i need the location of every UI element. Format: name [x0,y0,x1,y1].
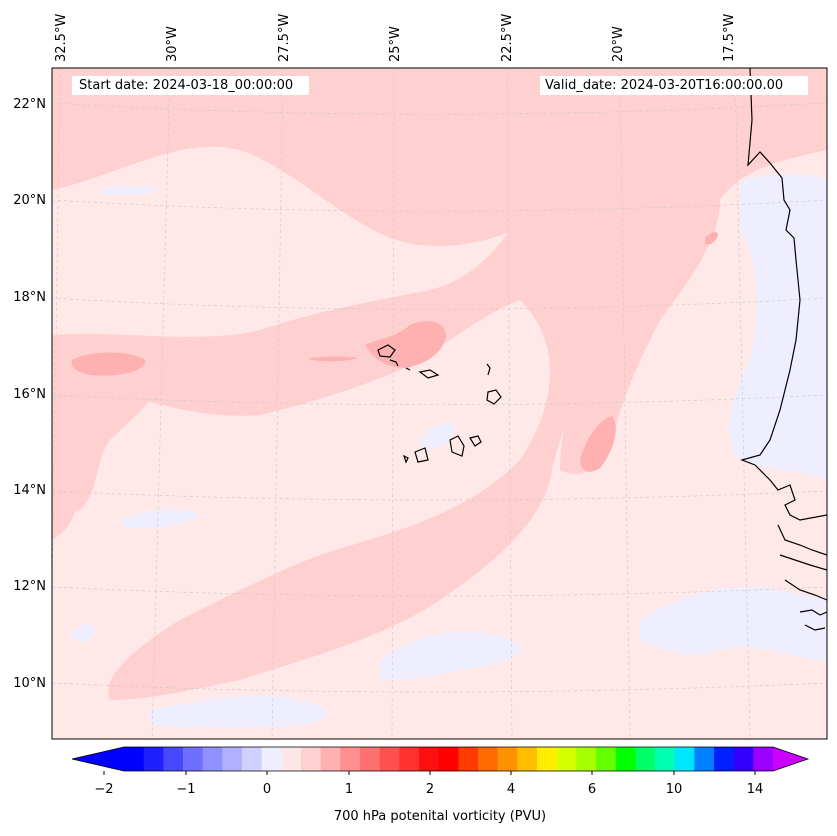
colorbar-tick: 0 [262,782,272,797]
colorbar-swatch [517,747,538,771]
colorbar-swatch [183,747,204,771]
pv-negative-patch-small [120,509,200,529]
colorbar-swatch [478,747,499,771]
lat-label-16n: 16°N [13,387,46,402]
colorbar-swatch [655,747,676,771]
colorbar-tick: 6 [587,782,597,797]
colorbar-swatch [556,747,577,771]
lon-label-25w: 25°W [388,26,403,62]
colorbar-tick: 4 [506,782,516,797]
lon-label-22-5w: 22.5°W [500,13,515,62]
lat-label-10n: 10°N [13,676,46,691]
lat-label-14n: 14°N [13,483,46,498]
pv-negative-patch-southwest [72,624,95,642]
colorbar-swatch [537,747,558,771]
colorbar-extend-max [773,747,808,771]
map-area [52,68,827,739]
lon-label-20w: 20°W [611,26,626,62]
colorbar-swatch [615,747,636,771]
lat-label-12n: 12°N [13,579,46,594]
colorbar-swatch [379,747,400,771]
colorbar [71,746,810,775]
colorbar-swatch [202,747,223,771]
pv-negative-patch-mid [380,631,521,680]
pv-negative-patch-southeast [640,586,827,660]
pv-negative-patch-north [100,186,160,195]
graticule [52,68,827,739]
colorbar-swatch [674,747,695,771]
colorbar-swatch [458,747,479,771]
colorbar-swatch [340,747,361,771]
pv-negative-patch-islands [420,423,455,450]
colorbar-tick: 10 [665,782,683,797]
colorbar-tick: 2 [425,782,435,797]
colorbar-swatch [301,747,322,771]
colorbar-extend-min [72,747,124,771]
colorbar-swatch [733,747,754,771]
colorbar-swatch [281,747,302,771]
colorbar-tick: −2 [94,782,114,797]
colorbar-swatch [438,747,459,771]
colorbar-tick: 14 [746,782,764,797]
colorbar-outline [71,746,810,772]
colorbar-swatch [635,747,656,771]
lon-label-17-5w: 17.5°W [722,13,737,62]
colorbar-swatch [576,747,597,771]
pv-contour-weak-rangebelt [560,200,720,474]
colorbar-swatch [497,747,518,771]
map-frame [51,67,828,740]
start-date-label: Start date: 2024-03-18_00:00:00 [72,76,309,95]
colorbar-swatch [419,747,440,771]
colorbar-swatch [694,747,715,771]
colorbar-swatch [399,747,420,771]
colorbar-swatch [143,747,164,771]
lon-label-32-5w: 32.5°W [54,13,69,62]
pv-negative-patch-coast [729,174,827,480]
coastline [377,68,827,631]
colorbar-label: 700 hPa potenital vorticity (PVU) [333,809,547,824]
colorbar-swatch [261,747,282,771]
colorbar-swatch [163,747,184,771]
pv-contour-moderate-streak [310,356,358,362]
pv-contour-moderate-east [580,416,616,472]
colorbar-swatch [124,747,145,771]
pv-negative-patch-south [150,695,327,729]
lon-label-30w: 30°W [165,26,180,62]
colorbar-swatch [360,747,381,771]
colorbar-swatch [242,747,263,771]
colorbar-swatch [222,747,243,771]
colorbar-tick: −1 [176,782,196,797]
pv-contour-moderate-west [71,352,146,376]
valid-date-label: Valid_date: 2024-03-20T16:00:00.00 [540,76,808,95]
pv-contour-moderate-speck [705,232,718,245]
lat-label-20n: 20°N [13,193,46,208]
colorbar-swatch [714,747,735,771]
colorbar-swatch [596,747,617,771]
lat-label-18n: 18°N [13,290,46,305]
colorbar-swatch [753,747,774,771]
colorbar-swatch [320,747,341,771]
pv-contour-weak-west [52,340,161,515]
lon-label-27-5w: 27.5°W [277,13,292,62]
colorbar-tick: 1 [344,782,354,797]
lat-label-22n: 22°N [13,97,46,112]
